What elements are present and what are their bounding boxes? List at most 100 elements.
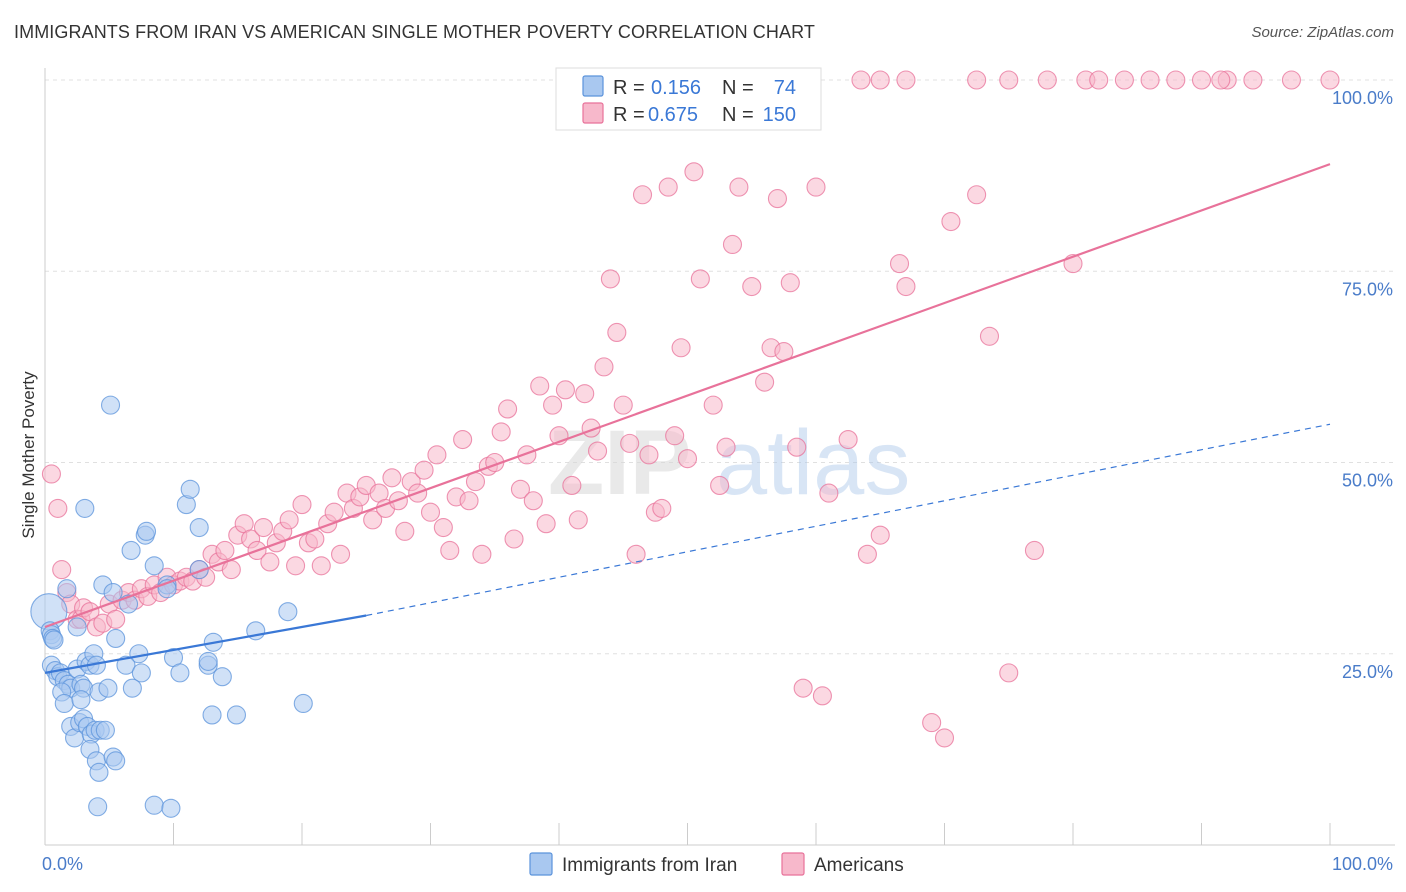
point-americans	[510, 479, 531, 499]
point-americans	[453, 429, 473, 450]
point-americans	[979, 326, 1000, 346]
point-americans	[395, 521, 415, 541]
point-americans	[658, 177, 678, 197]
point-americans	[1089, 70, 1109, 90]
y-tick-labels: 25.0% 50.0% 75.0% 100.0%	[1332, 88, 1393, 682]
point-americans	[819, 483, 839, 503]
point-iran	[75, 498, 95, 518]
y-tick-label: 25.0%	[1342, 662, 1393, 682]
point-americans	[729, 177, 749, 197]
point-americans	[260, 552, 280, 572]
point-americans	[1037, 70, 1057, 90]
legend-swatch-iran	[529, 852, 553, 876]
point-americans	[555, 380, 575, 400]
legend-r-label: R =	[613, 104, 645, 126]
point-iran	[116, 655, 136, 675]
point-iran	[95, 720, 115, 740]
point-iran	[100, 395, 121, 415]
point-americans	[922, 713, 942, 733]
point-americans	[594, 357, 614, 377]
point-iran	[98, 678, 118, 698]
point-iran	[103, 582, 123, 603]
point-americans	[414, 460, 434, 480]
point-americans	[536, 514, 556, 534]
point-iran	[89, 762, 109, 782]
point-americans	[703, 395, 723, 415]
point-americans	[941, 211, 961, 232]
legend-swatch-americans	[582, 102, 604, 124]
y-tick-label: 100.0%	[1332, 88, 1393, 108]
point-americans	[523, 491, 543, 511]
point-iran	[198, 651, 218, 671]
point-americans	[279, 510, 299, 530]
y-axis-title: Single Mother Poverty	[19, 371, 38, 539]
point-americans	[999, 70, 1019, 90]
point-americans	[48, 498, 68, 518]
stats-legend: R = 0.156 N = 74 R = 0.675 N = 150	[555, 67, 822, 131]
point-americans	[607, 322, 627, 343]
trend-line-iran-extension	[366, 423, 1331, 617]
point-americans	[382, 468, 402, 488]
point-americans	[870, 525, 890, 545]
gridlines	[45, 79, 1395, 655]
point-iran	[71, 690, 91, 710]
point-iran	[278, 602, 298, 622]
point-americans	[812, 686, 832, 706]
point-americans	[767, 189, 788, 209]
axes	[44, 68, 1395, 846]
legend-n-value: 74	[774, 77, 796, 99]
point-americans	[498, 399, 518, 419]
legend-n-label: N =	[722, 77, 754, 99]
point-americans	[967, 70, 987, 90]
point-americans	[363, 510, 383, 530]
point-americans	[677, 449, 698, 469]
point-iran	[54, 693, 74, 714]
trend-lines	[44, 163, 1331, 674]
legend-swatch-iran	[582, 75, 604, 97]
point-americans	[575, 384, 595, 404]
legend-r-label: R =	[613, 77, 645, 99]
point-iran	[226, 705, 247, 725]
point-iran	[202, 705, 222, 725]
point-americans	[324, 502, 344, 522]
point-americans	[722, 234, 743, 255]
point-americans	[889, 254, 910, 274]
point-americans	[52, 560, 72, 580]
point-iran	[44, 630, 64, 650]
point-americans	[1320, 70, 1340, 90]
point-iran	[144, 556, 164, 576]
point-americans	[472, 544, 492, 564]
point-americans	[896, 276, 916, 297]
point-americans	[870, 70, 890, 90]
point-americans	[742, 276, 762, 297]
point-iran	[180, 479, 200, 499]
point-americans	[967, 185, 987, 205]
point-americans	[684, 162, 704, 182]
point-americans	[793, 678, 813, 698]
watermark-zip: ZIP	[548, 412, 691, 514]
x-tick-label: 100.0%	[1332, 854, 1393, 874]
point-iran	[136, 521, 157, 541]
point-americans	[716, 437, 736, 457]
point-americans	[1166, 70, 1186, 90]
point-iran	[293, 693, 313, 714]
point-americans	[568, 510, 588, 530]
point-americans	[600, 269, 620, 289]
point-americans	[787, 437, 807, 457]
point-americans	[671, 338, 691, 358]
point-americans	[613, 395, 633, 415]
point-americans	[857, 544, 877, 564]
point-iran	[122, 678, 142, 698]
point-iran	[88, 797, 108, 817]
chart-title: IMMIGRANTS FROM IRAN VS AMERICAN SINGLE …	[14, 22, 815, 42]
point-iran	[57, 579, 77, 599]
point-americans	[1243, 70, 1263, 90]
source-label: Source: ZipAtlas.com	[1251, 24, 1394, 41]
point-americans	[311, 556, 331, 576]
point-americans	[286, 556, 306, 576]
point-americans	[690, 269, 710, 289]
legend-n-value: 150	[763, 104, 796, 126]
x-tick-labels: 0.0% 100.0%	[42, 854, 1393, 874]
point-americans	[1140, 70, 1160, 90]
point-americans	[999, 663, 1019, 683]
